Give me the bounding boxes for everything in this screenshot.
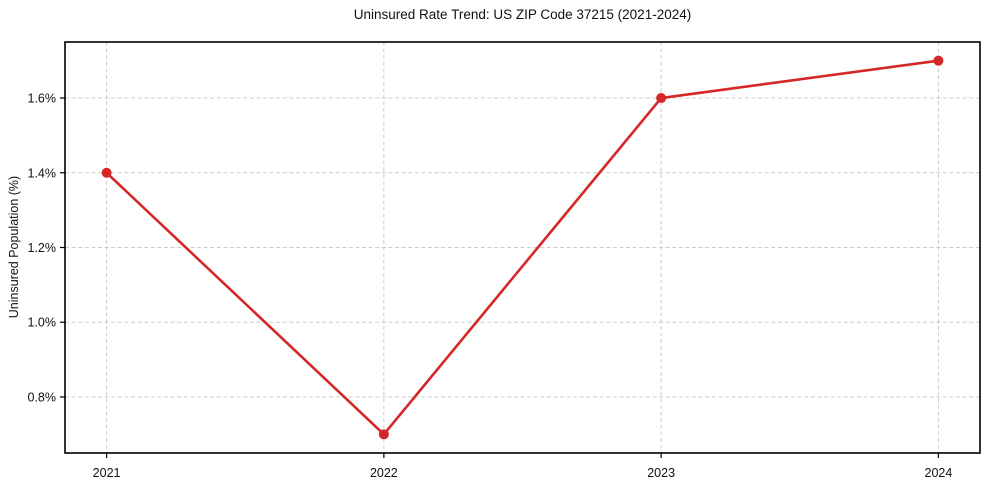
data-point (378, 429, 389, 440)
chart-title: Uninsured Rate Trend: US ZIP Code 37215 … (353, 7, 692, 22)
x-tick-label: 2023 (647, 466, 675, 480)
y-tick-label: 0.8% (28, 390, 57, 404)
data-point (656, 93, 667, 104)
y-tick-label: 1.4% (28, 166, 57, 180)
plot-border (64, 41, 981, 454)
y-tick-label: 1.6% (28, 92, 57, 106)
y-tick-label: 1.2% (28, 241, 57, 255)
trend-line (105, 59, 940, 436)
x-tick-label: 2024 (925, 466, 953, 480)
data-point (933, 55, 944, 66)
x-tick-label: 2021 (93, 466, 121, 480)
y-tick-label: 1.0% (28, 316, 57, 330)
x-tick-label: 2022 (370, 466, 398, 480)
data-point (101, 167, 112, 178)
